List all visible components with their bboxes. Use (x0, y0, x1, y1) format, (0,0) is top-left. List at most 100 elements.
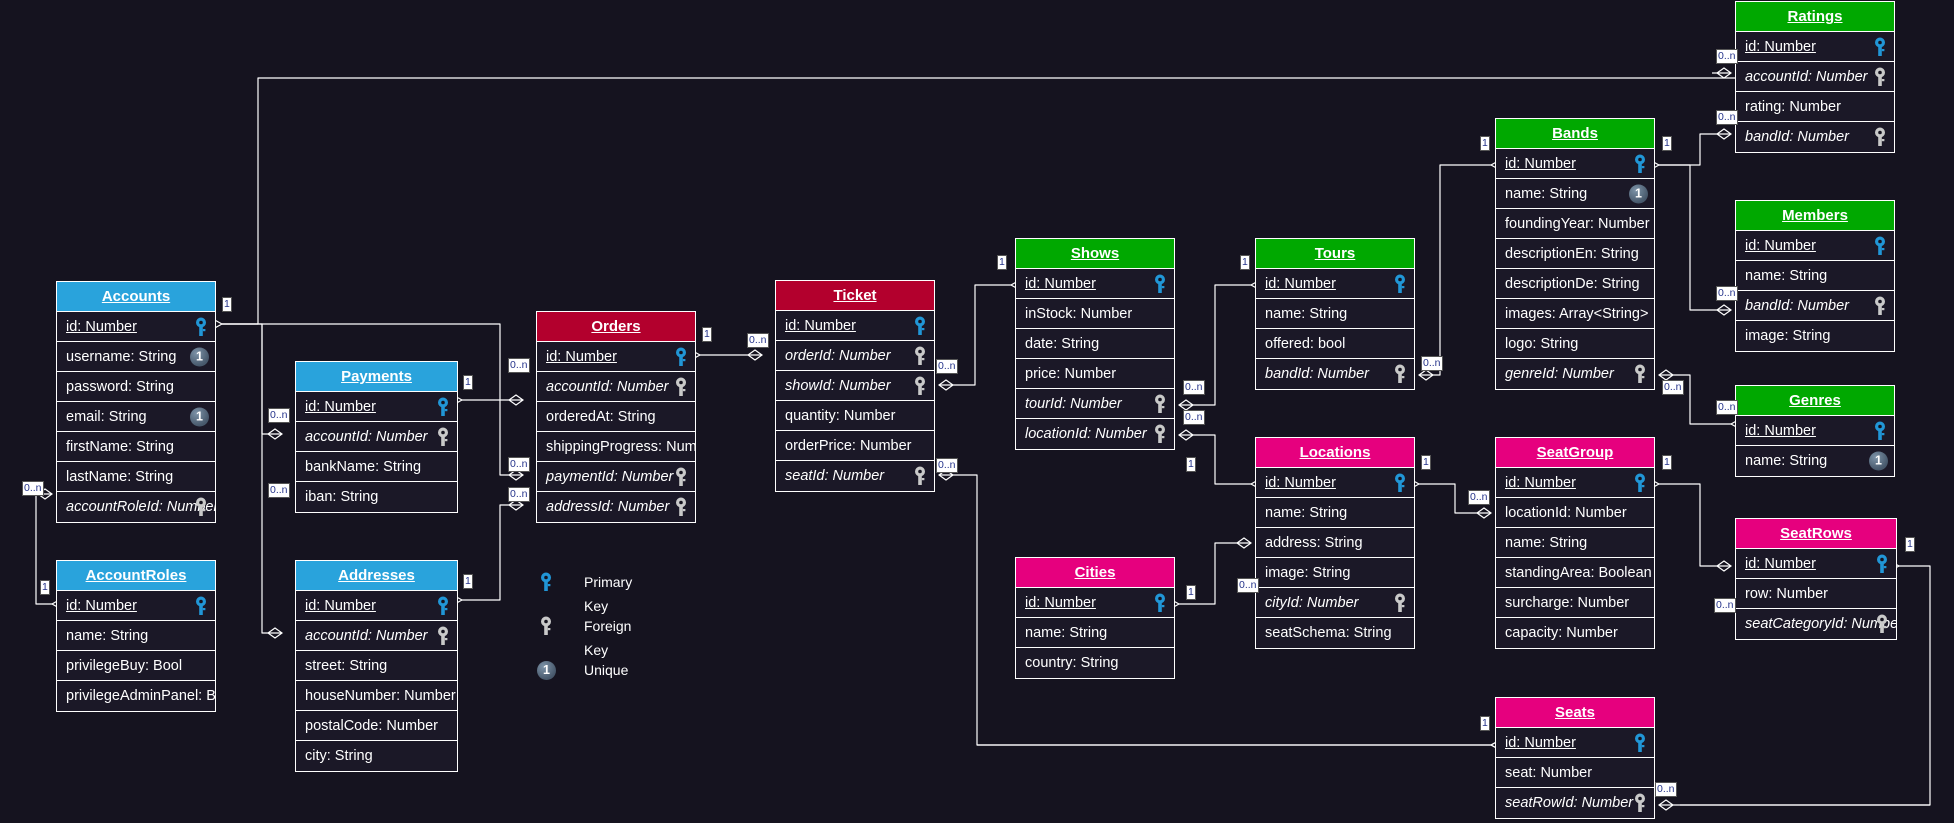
entity-genres[interactable]: Genres id: Number name: String 1 (1735, 385, 1895, 477)
attribute-row[interactable]: postalCode: Number (296, 711, 457, 741)
attribute-row[interactable]: paymentId: Number (537, 462, 695, 492)
attribute-row[interactable]: genreId: Number (1496, 359, 1654, 389)
attribute-row[interactable]: name: String (57, 621, 215, 651)
attribute-row[interactable]: image: String (1256, 558, 1414, 588)
attribute-row[interactable]: id: Number (1016, 588, 1174, 618)
attribute-row[interactable]: name: String (1496, 528, 1654, 558)
attribute-row[interactable]: bandId: Number (1256, 359, 1414, 389)
attribute-row[interactable]: tourId: Number (1016, 389, 1174, 419)
attribute-row[interactable]: name: String 1 (1736, 446, 1894, 476)
attribute-row[interactable]: houseNumber: Number (296, 681, 457, 711)
attribute-row[interactable]: rating: Number (1736, 92, 1894, 122)
attribute-row[interactable]: showId: Number (776, 371, 934, 401)
attribute-row[interactable]: inStock: Number (1016, 299, 1174, 329)
attribute-row[interactable]: name: String (1736, 261, 1894, 291)
attribute-row[interactable]: price: Number (1016, 359, 1174, 389)
attribute-row[interactable]: locationId: Number (1496, 498, 1654, 528)
attribute-row[interactable]: orderPrice: Number (776, 431, 934, 461)
entity-addresses[interactable]: Addresses id: Number accountId: Number stre… (295, 560, 458, 772)
attribute-row[interactable]: address: String (1256, 528, 1414, 558)
entity-cities[interactable]: Cities id: Number name: String country: Str… (1015, 557, 1175, 679)
entity-shows[interactable]: Shows id: Number inStock: Number date: Stri… (1015, 238, 1175, 450)
attribute-row[interactable]: privilegeBuy: Bool (57, 651, 215, 681)
attribute-row[interactable]: name: String (1256, 498, 1414, 528)
attribute-row[interactable]: id: Number (1496, 468, 1654, 498)
attribute-row[interactable]: id: Number (296, 591, 457, 621)
attribute-row[interactable]: id: Number (1256, 468, 1414, 498)
attribute-row[interactable]: offered: bool (1256, 329, 1414, 359)
attribute-row[interactable]: descriptionDe: String (1496, 269, 1654, 299)
entity-payments[interactable]: Payments id: Number accountId: Number bankN… (295, 361, 458, 513)
attribute-row[interactable]: orderedAt: String (537, 402, 695, 432)
attribute-row[interactable]: country: String (1016, 648, 1174, 678)
attribute-row[interactable]: standingArea: Boolean (1496, 558, 1654, 588)
attribute-row[interactable]: city: String (296, 741, 457, 771)
entity-accounts[interactable]: Accounts id: Number username: String 1 passw… (56, 281, 216, 523)
attribute-row[interactable]: quantity: Number (776, 401, 934, 431)
attribute-row[interactable]: seat: Number (1496, 758, 1654, 788)
attribute-row[interactable]: descriptionEn: String (1496, 239, 1654, 269)
attribute-row[interactable]: id: Number (1736, 549, 1896, 579)
attribute-row[interactable]: id: Number (537, 342, 695, 372)
attribute-row[interactable]: id: Number (1256, 269, 1414, 299)
attribute-row[interactable]: iban: String (296, 482, 457, 512)
attribute-row[interactable]: shippingProgress: Number (537, 432, 695, 462)
attribute-row[interactable]: accountId: Number (296, 621, 457, 651)
attribute-row[interactable]: row: Number (1736, 579, 1896, 609)
entity-locations[interactable]: Locations id: Number name: String address: … (1255, 437, 1415, 649)
attribute-row[interactable]: accountId: Number (1736, 62, 1894, 92)
attribute-row[interactable]: password: String (57, 372, 215, 402)
attribute-row[interactable]: id: Number (1496, 728, 1654, 758)
attribute-row[interactable]: username: String 1 (57, 342, 215, 372)
entity-tours[interactable]: Tours id: Number name: String offered: bool… (1255, 238, 1415, 390)
attribute-row[interactable]: surcharge: Number (1496, 588, 1654, 618)
attribute-row[interactable]: bandId: Number (1736, 122, 1894, 152)
attribute-row[interactable]: name: String (1256, 299, 1414, 329)
attribute-row[interactable]: seatSchema: String (1256, 618, 1414, 648)
attribute-row[interactable]: seatId: Number (776, 461, 934, 491)
attribute-row[interactable]: name: String (1016, 618, 1174, 648)
primary-key-icon (1151, 593, 1169, 613)
attribute-row[interactable]: name: String 1 (1496, 179, 1654, 209)
attribute-row[interactable]: image: String (1736, 321, 1894, 351)
attribute-row[interactable]: lastName: String (57, 462, 215, 492)
attribute-row[interactable]: addressId: Number (537, 492, 695, 522)
attribute-row[interactable]: id: Number (1016, 269, 1174, 299)
entity-seatgroup[interactable]: SeatGroup id: Number locationId: Number nam… (1495, 437, 1655, 649)
entity-seats[interactable]: Seats id: Number seat: Number seatRowId: Nu… (1495, 697, 1655, 819)
attribute-row[interactable]: cityId: Number (1256, 588, 1414, 618)
attribute-row[interactable]: id: Number (57, 312, 215, 342)
entity-orders[interactable]: Orders id: Number accountId: Number ordered… (536, 311, 696, 523)
attribute-row[interactable]: seatCategoryId: Number (1736, 609, 1896, 639)
attribute-row[interactable]: accountRoleId: Number (57, 492, 215, 522)
attribute-row[interactable]: logo: String (1496, 329, 1654, 359)
entity-ticket[interactable]: Ticket id: Number orderId: Number showId: N… (775, 280, 935, 492)
entity-ratings[interactable]: Ratings id: Number accountId: Number rating… (1735, 1, 1895, 153)
attribute-row[interactable]: date: String (1016, 329, 1174, 359)
entity-seatrows[interactable]: SeatRows id: Number row: Number seatCategor… (1735, 518, 1897, 640)
attribute-row[interactable]: id: Number (1496, 149, 1654, 179)
attribute-row[interactable]: accountId: Number (296, 422, 457, 452)
attribute-row[interactable]: bankName: String (296, 452, 457, 482)
attribute-row[interactable]: id: Number (57, 591, 215, 621)
attribute-row[interactable]: locationId: Number (1016, 419, 1174, 449)
entity-members[interactable]: Members id: Number name: String bandId: Num… (1735, 200, 1895, 352)
attribute-row[interactable]: street: String (296, 651, 457, 681)
attribute-row[interactable]: id: Number (1736, 32, 1894, 62)
attribute-row[interactable]: foundingYear: Number (1496, 209, 1654, 239)
attribute-row[interactable]: capacity: Number (1496, 618, 1654, 648)
attribute-row[interactable]: seatRowId: Number (1496, 788, 1654, 818)
attribute-row[interactable]: id: Number (776, 311, 934, 341)
attribute-row[interactable]: images: Array<String> (1496, 299, 1654, 329)
entity-bands[interactable]: Bands id: Number name: String 1 foundingYear… (1495, 118, 1655, 390)
attribute-row[interactable]: bandId: Number (1736, 291, 1894, 321)
attribute-row[interactable]: id: Number (1736, 231, 1894, 261)
attribute-row[interactable]: orderId: Number (776, 341, 934, 371)
entity-accountroles[interactable]: AccountRoles id: Number name: String privil… (56, 560, 216, 712)
attribute-row[interactable]: email: String 1 (57, 402, 215, 432)
attribute-row[interactable]: firstName: String (57, 432, 215, 462)
attribute-row[interactable]: accountId: Number (537, 372, 695, 402)
attribute-row[interactable]: id: Number (296, 392, 457, 422)
attribute-row[interactable]: id: Number (1736, 416, 1894, 446)
attribute-row[interactable]: privilegeAdminPanel: Bool (57, 681, 215, 711)
